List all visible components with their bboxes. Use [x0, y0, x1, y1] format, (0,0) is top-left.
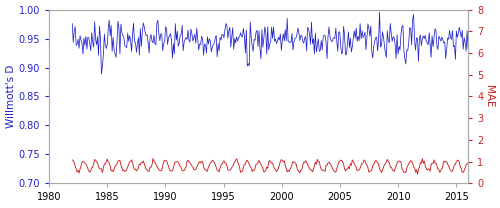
Y-axis label: MAE: MAE: [484, 85, 494, 108]
Y-axis label: Willmott's D: Willmott's D: [6, 65, 16, 128]
